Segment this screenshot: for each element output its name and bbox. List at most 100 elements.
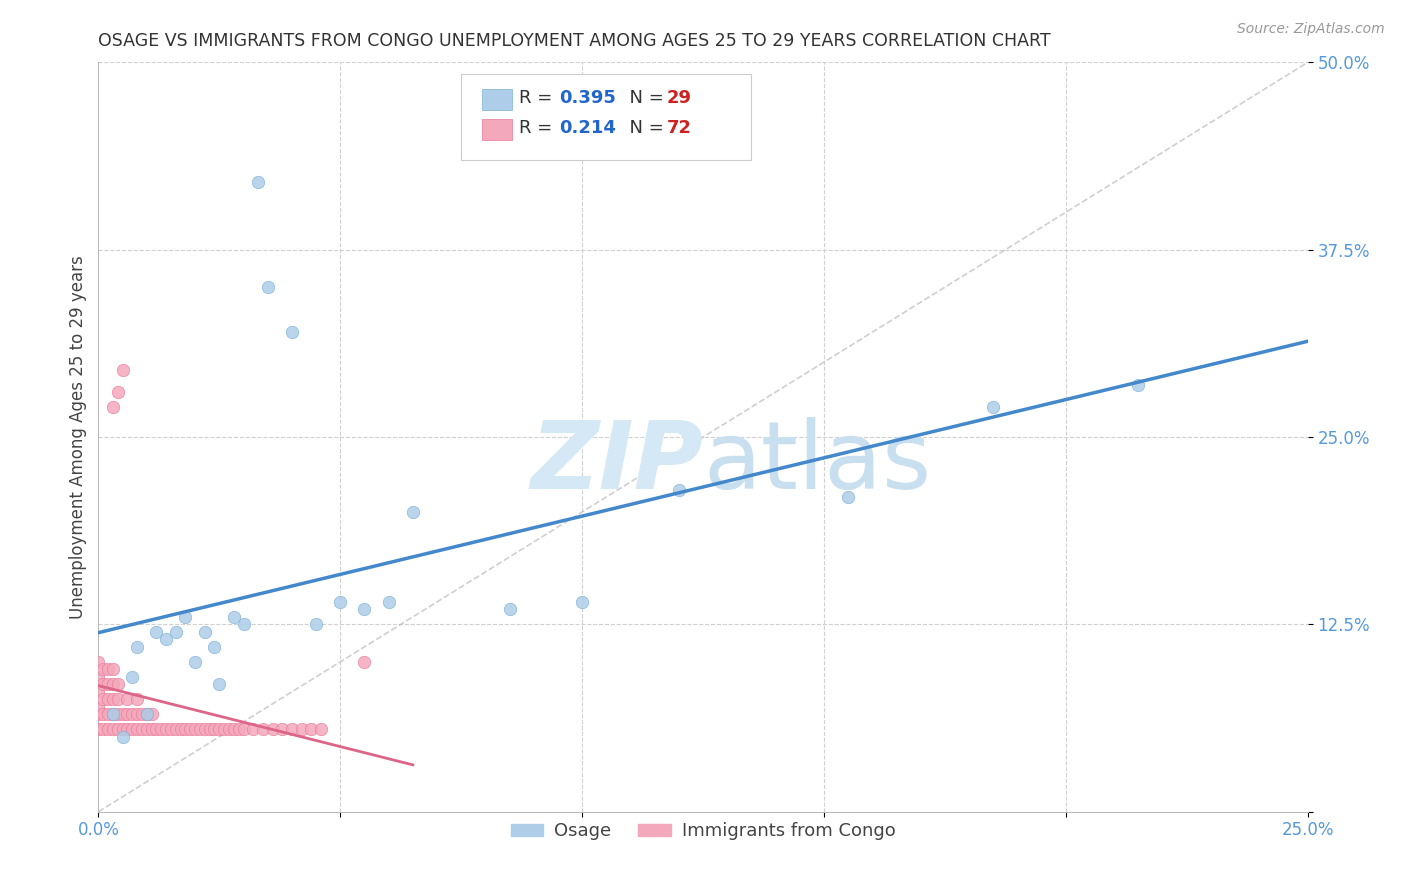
- Point: [111, 362, 134, 376]
- Point: [329, 595, 352, 609]
- Point: [150, 723, 173, 737]
- Point: [402, 505, 425, 519]
- Point: [91, 677, 114, 691]
- Point: [184, 655, 207, 669]
- Point: [97, 723, 120, 737]
- Point: [194, 723, 217, 737]
- Point: [87, 723, 110, 737]
- Legend: Osage, Immigrants from Congo: Osage, Immigrants from Congo: [503, 815, 903, 847]
- Text: 0.214: 0.214: [560, 119, 616, 136]
- Point: [111, 723, 134, 737]
- Point: [262, 723, 284, 737]
- Text: R =: R =: [519, 119, 558, 136]
- Point: [101, 400, 124, 414]
- Point: [101, 677, 124, 691]
- Point: [97, 707, 120, 722]
- Point: [353, 655, 375, 669]
- Point: [145, 624, 167, 639]
- Point: [91, 692, 114, 706]
- Point: [377, 595, 399, 609]
- Text: N =: N =: [619, 119, 669, 136]
- Point: [222, 723, 245, 737]
- Text: R =: R =: [519, 88, 558, 107]
- Point: [498, 602, 520, 616]
- Point: [107, 385, 129, 400]
- Point: [668, 483, 690, 497]
- Point: [107, 707, 129, 722]
- Point: [169, 723, 191, 737]
- Point: [571, 595, 593, 609]
- Point: [160, 723, 183, 737]
- Point: [242, 723, 264, 737]
- Text: 29: 29: [666, 88, 692, 107]
- Point: [208, 677, 231, 691]
- Point: [981, 400, 1004, 414]
- Point: [111, 707, 134, 722]
- Point: [121, 670, 143, 684]
- Point: [97, 662, 120, 676]
- Text: 0.395: 0.395: [560, 88, 616, 107]
- Text: atlas: atlas: [703, 417, 931, 509]
- FancyBboxPatch shape: [482, 88, 512, 110]
- Point: [204, 640, 226, 654]
- Point: [232, 617, 254, 632]
- Y-axis label: Unemployment Among Ages 25 to 29 years: Unemployment Among Ages 25 to 29 years: [69, 255, 87, 619]
- FancyBboxPatch shape: [461, 74, 751, 160]
- Point: [135, 723, 157, 737]
- Point: [91, 707, 114, 722]
- Point: [194, 624, 217, 639]
- Point: [179, 723, 201, 737]
- Point: [309, 723, 332, 737]
- Point: [212, 723, 235, 737]
- Point: [218, 723, 240, 737]
- Point: [87, 699, 110, 714]
- Text: N =: N =: [619, 88, 669, 107]
- Point: [97, 692, 120, 706]
- Point: [165, 624, 187, 639]
- Text: 72: 72: [666, 119, 692, 136]
- Point: [208, 723, 231, 737]
- Point: [155, 632, 177, 647]
- Point: [299, 723, 322, 737]
- Point: [87, 655, 110, 669]
- Point: [1128, 377, 1150, 392]
- Point: [222, 610, 245, 624]
- Point: [127, 707, 149, 722]
- Point: [305, 617, 328, 632]
- Point: [127, 640, 149, 654]
- Point: [87, 707, 110, 722]
- Point: [87, 685, 110, 699]
- Point: [111, 730, 134, 744]
- Point: [247, 175, 270, 189]
- Point: [117, 692, 139, 706]
- Point: [101, 662, 124, 676]
- Point: [290, 723, 312, 737]
- Point: [271, 723, 294, 737]
- Point: [135, 707, 157, 722]
- Point: [281, 325, 304, 339]
- Point: [174, 610, 197, 624]
- Text: ZIP: ZIP: [530, 417, 703, 509]
- Point: [141, 723, 163, 737]
- Point: [97, 677, 120, 691]
- Point: [101, 707, 124, 722]
- Point: [107, 723, 129, 737]
- FancyBboxPatch shape: [482, 119, 512, 140]
- Point: [87, 670, 110, 684]
- Point: [188, 723, 211, 737]
- Point: [131, 723, 153, 737]
- Point: [91, 723, 114, 737]
- Point: [91, 662, 114, 676]
- Point: [198, 723, 221, 737]
- Point: [141, 707, 163, 722]
- Point: [252, 723, 274, 737]
- Point: [117, 707, 139, 722]
- Point: [121, 723, 143, 737]
- Point: [107, 677, 129, 691]
- Point: [232, 723, 254, 737]
- Point: [204, 723, 226, 737]
- Point: [165, 723, 187, 737]
- Point: [837, 490, 859, 504]
- Point: [145, 723, 167, 737]
- Point: [107, 692, 129, 706]
